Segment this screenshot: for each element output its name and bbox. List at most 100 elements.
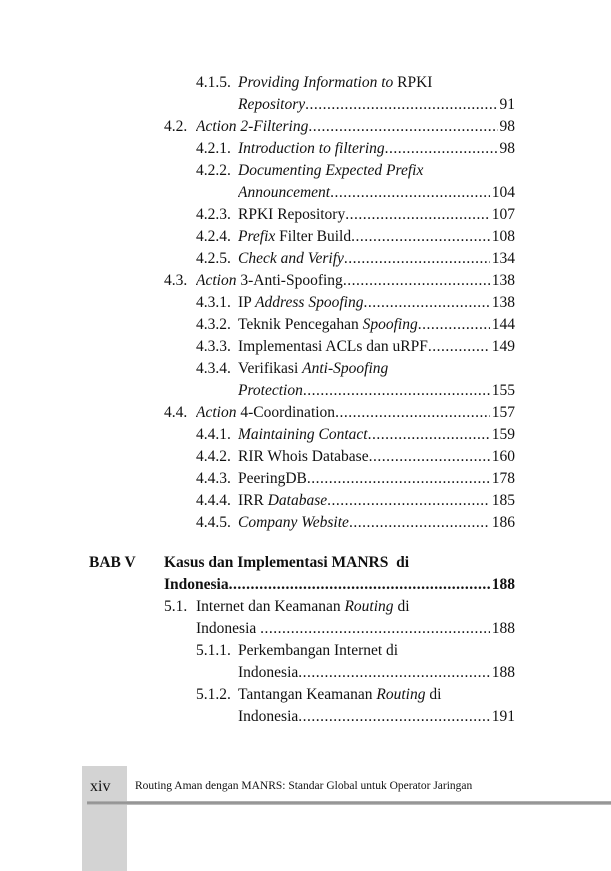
toc-entry[interactable]: 4.3. Action 3-Anti-Spoofing 138	[164, 271, 515, 291]
toc-page-number: 98	[499, 118, 516, 135]
toc-entry-title: RIR Whois Database	[238, 448, 369, 465]
toc-entry-number: 4.2.4.	[196, 228, 231, 245]
toc-entry-title: Action 2-Filtering	[196, 118, 309, 135]
toc-entry[interactable]: Indonesia 191	[238, 707, 515, 727]
toc-entry-number: 4.2.1.	[196, 140, 231, 157]
toc-entry-title: Repository	[238, 96, 306, 113]
toc-entry[interactable]: Repository 91	[238, 95, 515, 115]
toc-entry[interactable]: 5.1.2. Tantangan Keamanan Routing di	[196, 685, 515, 705]
toc-page-number: 188	[491, 576, 515, 593]
toc-entry-title: Announcement	[238, 184, 331, 201]
toc-entry-number: 4.3.1.	[196, 294, 231, 311]
toc-entry-number: 4.4.1.	[196, 426, 231, 443]
toc-page-number: 157	[491, 404, 515, 421]
leader-dots	[369, 447, 490, 467]
leader-dots	[428, 337, 490, 357]
toc-entry[interactable]: 4.2. Action 2-Filtering 98	[164, 117, 515, 137]
toc-entry-title: PeeringDB	[238, 470, 307, 487]
toc-page-number: 134	[491, 250, 515, 267]
leader-dots	[418, 315, 490, 335]
toc-page-number: 108	[491, 228, 515, 245]
toc-entry[interactable]: 5.1.1. Perkembangan Internet di	[196, 641, 515, 661]
toc-entry-title: Routing	[344, 598, 394, 615]
leader-dots	[327, 491, 490, 511]
toc-entry[interactable]: 4.2.2. Documenting Expected Prefix	[196, 161, 515, 181]
toc-page-number: 91	[499, 96, 516, 113]
leader-dots	[345, 205, 490, 225]
toc-entry[interactable]: 4.3.3. Implementasi ACLs dan uRPF 149	[196, 337, 515, 357]
toc-entry[interactable]: 4.3.2. Teknik Pencegahan Spoofing 144	[196, 315, 515, 335]
leader-dots	[343, 271, 490, 291]
toc-entry-title: Database	[267, 492, 328, 509]
toc-entry[interactable]: 4.2.5. Check and Verify 134	[196, 249, 515, 269]
toc-entry[interactable]: Indonesia 188	[164, 575, 515, 595]
toc-entry[interactable]: 4.4.4. IRR Database 185	[196, 491, 515, 511]
toc-entry[interactable]: 4.4. Action 4-Coordination 157	[164, 403, 515, 423]
leader-dots	[303, 381, 490, 401]
page-number: xiv	[90, 778, 111, 795]
toc-entry-title: Verifikasi	[238, 360, 303, 377]
toc-entry-title: Maintaining Contact	[238, 426, 368, 443]
leader-dots	[335, 403, 490, 423]
toc-entry[interactable]: Protection 155	[238, 381, 515, 401]
toc-entry-number: 4.4.5.	[196, 514, 231, 531]
leader-dots	[330, 183, 490, 203]
leader-dots	[260, 619, 490, 639]
toc-entry[interactable]: BAB V Kasus dan Implementasi MANRS di	[89, 553, 515, 573]
running-head: Routing Aman dengan MANRS: Standar Globa…	[135, 780, 473, 792]
toc-entry-number: 4.3.2.	[196, 316, 231, 333]
toc-entry[interactable]: Indonesia 188	[196, 619, 515, 639]
toc-entry-title: di	[425, 686, 442, 703]
toc-entry[interactable]: 4.4.3. PeeringDB 178	[196, 469, 515, 489]
toc-page-number: 104	[491, 184, 515, 201]
toc-entry-title: Action	[196, 404, 237, 421]
toc-entry[interactable]: 5.1. Internet dan Keamanan Routing di	[164, 597, 515, 617]
toc-entry-number: 4.2.5.	[196, 250, 231, 267]
toc-page-number: 178	[491, 470, 515, 487]
toc-entry[interactable]: 4.3.1. IP Address Spoofing 138	[196, 293, 515, 313]
toc-entry-title: Action	[196, 272, 237, 289]
toc-entry-title: Prefix	[238, 228, 276, 245]
leader-dots	[363, 293, 489, 313]
toc-entry-title: Kasus dan Implementasi MANRS di	[164, 554, 410, 571]
footer-rule	[87, 801, 611, 805]
toc-page-number: 98	[499, 140, 516, 157]
leader-dots	[368, 425, 490, 445]
leader-dots	[308, 117, 497, 137]
toc-entry-title: Indonesia	[196, 620, 261, 637]
toc-entry-number: 5.1.	[164, 598, 188, 615]
toc-page-number: 107	[491, 206, 515, 223]
toc-page-number: 160	[491, 448, 515, 465]
toc-entry-title: RPKI	[393, 74, 433, 91]
toc-entry-number: 4.2.2.	[196, 162, 231, 179]
leader-dots	[351, 227, 490, 247]
toc-entry[interactable]: 4.3.4. Verifikasi Anti-Spoofing	[196, 359, 515, 379]
toc-entry-title: IRR	[238, 492, 268, 509]
toc-entry-number: 4.2.3.	[196, 206, 231, 223]
toc-entry[interactable]: Announcement 104	[238, 183, 515, 203]
toc-entry[interactable]: 4.4.2. RIR Whois Database 160	[196, 447, 515, 467]
toc-entry[interactable]: 4.2.4. Prefix Filter Build 108	[196, 227, 515, 247]
toc-entry-number: 5.1.2.	[196, 686, 231, 703]
toc-entry[interactable]: 4.4.5. Company Website 186	[196, 513, 515, 533]
toc-entry-title: Documenting Expected Prefix	[238, 162, 424, 179]
toc-entry[interactable]: 4.2.1. Introduction to filtering 98	[196, 139, 515, 159]
toc-entry-title: Teknik Pencegahan	[238, 316, 363, 333]
toc-entry-title: Introduction to filtering	[238, 140, 385, 157]
toc-entry-number: BAB V	[89, 554, 136, 571]
toc-entry-title: Spoofing	[362, 316, 418, 333]
toc-entry-number: 4.4.4.	[196, 492, 231, 509]
toc-entry[interactable]: 4.4.1. Maintaining Contact 159	[196, 425, 515, 445]
toc-entry[interactable]: 4.1.5. Providing Information to RPKI	[196, 73, 515, 93]
toc-entry-title: 4-Coordination	[236, 404, 336, 421]
leader-dots	[305, 95, 497, 115]
toc-entry-title: RPKI Repository	[238, 206, 346, 223]
toc-entry[interactable]: 4.2.3. RPKI Repository 107	[196, 205, 515, 225]
toc-entry-title: Anti-Spoofing	[302, 360, 389, 377]
toc-entry-number: 4.4.	[164, 404, 188, 421]
toc-entry-title: Check and Verify	[238, 250, 344, 267]
toc-page-number: 159	[491, 426, 515, 443]
leader-dots	[344, 249, 490, 269]
toc-entry[interactable]: Indonesia 188	[238, 663, 515, 683]
toc-entry-number: 5.1.1.	[196, 642, 231, 659]
